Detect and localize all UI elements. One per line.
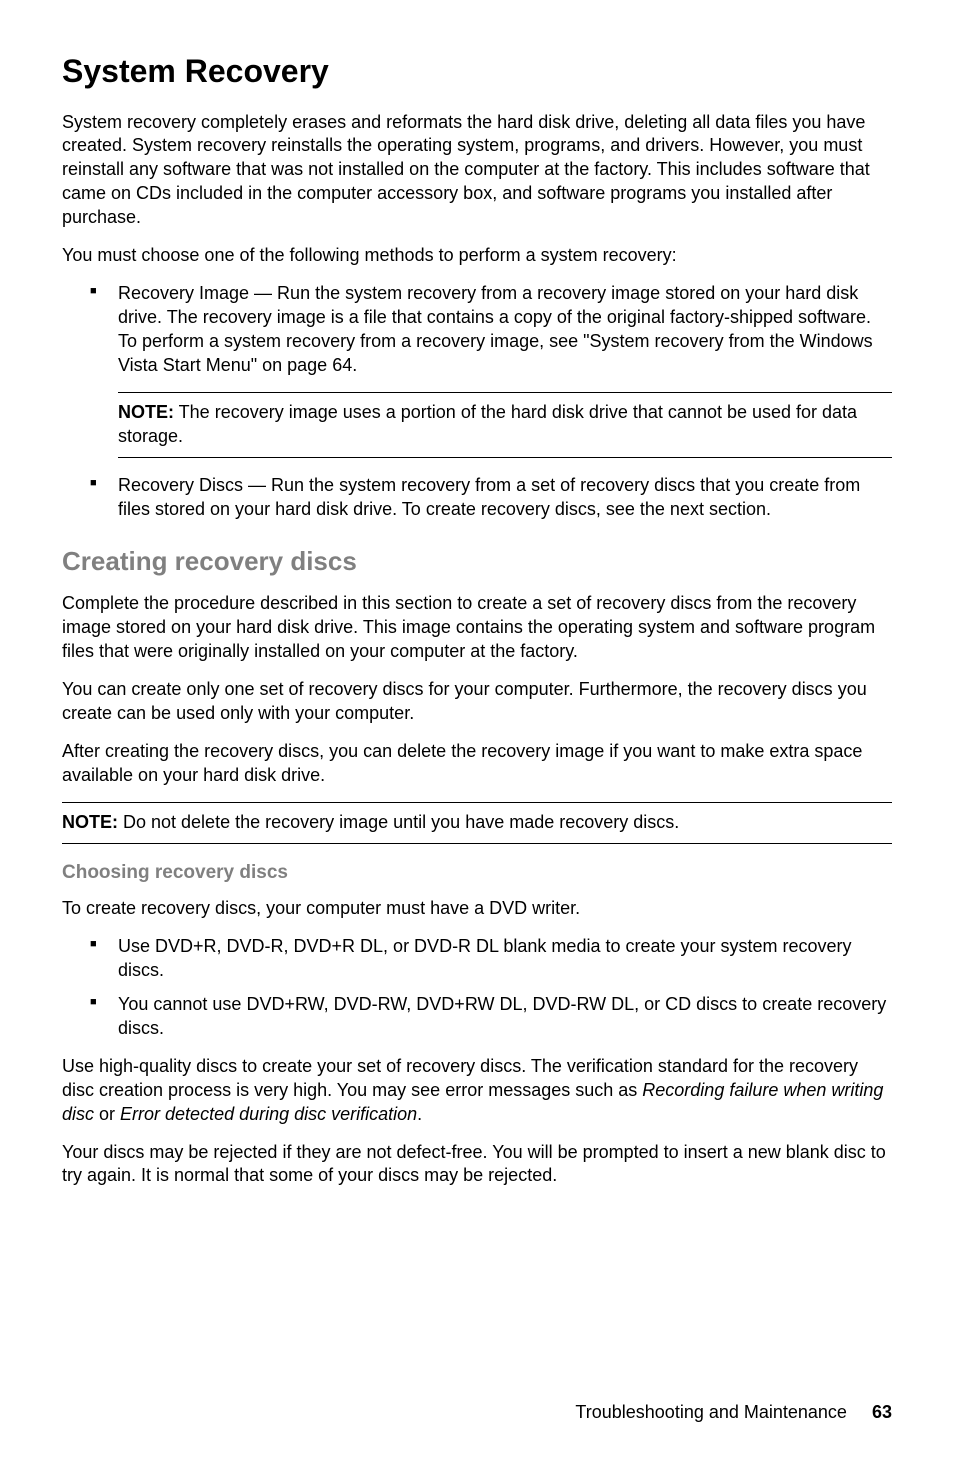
method-list-2: Recovery Discs — Run the system recovery… (62, 474, 892, 522)
section-heading-creating: Creating recovery discs (62, 544, 892, 579)
page-footer: Troubleshooting and Maintenance 63 (575, 1401, 892, 1425)
note-box-1: NOTE: The recovery image uses a portion … (118, 392, 892, 458)
list-item: Use DVD+R, DVD-R, DVD+R DL, or DVD-R DL … (90, 935, 892, 983)
method-list: Recovery Image — Run the system recovery… (62, 282, 892, 378)
note-box-2: NOTE: Do not delete the recovery image u… (62, 802, 892, 844)
list-item: Recovery Image — Run the system recovery… (90, 282, 892, 378)
note-label: NOTE: (118, 402, 174, 422)
list-item: Recovery Discs — Run the system recovery… (90, 474, 892, 522)
page-title: System Recovery (62, 50, 892, 93)
note-text: Do not delete the recovery image until y… (118, 812, 679, 832)
note-label: NOTE: (62, 812, 118, 832)
disc-type-list: Use DVD+R, DVD-R, DVD+R DL, or DVD-R DL … (62, 935, 892, 1041)
crd-para-3: After creating the recovery discs, you c… (62, 740, 892, 788)
subsection-heading-choosing: Choosing recovery discs (62, 860, 892, 885)
intro-para-1: System recovery completely erases and re… (62, 111, 892, 231)
page-number: 63 (872, 1402, 892, 1422)
crd-para-1: Complete the procedure described in this… (62, 592, 892, 664)
footer-section-title: Troubleshooting and Maintenance (575, 1402, 847, 1422)
chd-para-3: Your discs may be rejected if they are n… (62, 1141, 892, 1189)
chd-para-1: To create recovery discs, your computer … (62, 897, 892, 921)
list-item: You cannot use DVD+RW, DVD-RW, DVD+RW DL… (90, 993, 892, 1041)
chd-para-2: Use high-quality discs to create your se… (62, 1055, 892, 1127)
crd-para-2: You can create only one set of recovery … (62, 678, 892, 726)
note-text: The recovery image uses a portion of the… (118, 402, 857, 446)
intro-para-2: You must choose one of the following met… (62, 244, 892, 268)
